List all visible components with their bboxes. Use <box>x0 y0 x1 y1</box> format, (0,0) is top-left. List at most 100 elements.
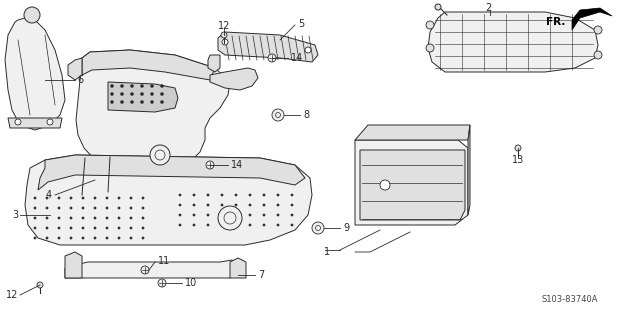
Circle shape <box>82 207 84 209</box>
Circle shape <box>193 224 195 226</box>
Circle shape <box>150 145 170 165</box>
Circle shape <box>235 224 237 226</box>
Polygon shape <box>468 125 470 215</box>
Text: 5: 5 <box>298 19 304 29</box>
Circle shape <box>70 217 72 219</box>
Circle shape <box>118 217 120 219</box>
Circle shape <box>70 207 72 209</box>
Circle shape <box>46 237 48 239</box>
Circle shape <box>207 224 209 226</box>
Text: 3: 3 <box>12 210 18 220</box>
Circle shape <box>263 224 265 226</box>
Circle shape <box>106 217 108 219</box>
Polygon shape <box>355 140 468 225</box>
Text: 14: 14 <box>231 160 243 170</box>
Circle shape <box>268 54 276 62</box>
Circle shape <box>221 224 223 226</box>
Text: 12: 12 <box>6 290 18 300</box>
Polygon shape <box>82 50 215 80</box>
Text: 10: 10 <box>185 278 197 288</box>
Circle shape <box>106 197 108 199</box>
Circle shape <box>58 237 60 239</box>
Circle shape <box>24 7 40 23</box>
Circle shape <box>106 207 108 209</box>
Circle shape <box>193 204 195 206</box>
Circle shape <box>82 197 84 199</box>
Polygon shape <box>76 50 230 175</box>
Circle shape <box>46 217 48 219</box>
Circle shape <box>277 224 279 226</box>
Circle shape <box>70 227 72 229</box>
Circle shape <box>222 39 228 45</box>
Text: 4: 4 <box>46 190 52 200</box>
Circle shape <box>130 197 132 199</box>
Circle shape <box>291 224 293 226</box>
Circle shape <box>179 224 181 226</box>
Circle shape <box>221 204 223 206</box>
Circle shape <box>34 207 36 209</box>
Circle shape <box>380 180 390 190</box>
Polygon shape <box>210 68 258 90</box>
Circle shape <box>312 222 324 234</box>
Circle shape <box>291 194 293 196</box>
Circle shape <box>131 93 134 95</box>
Circle shape <box>94 237 96 239</box>
Polygon shape <box>8 118 62 128</box>
Polygon shape <box>572 8 612 30</box>
Text: 2: 2 <box>485 3 491 13</box>
Text: 1: 1 <box>324 247 330 257</box>
Circle shape <box>193 214 195 216</box>
Circle shape <box>47 119 53 125</box>
Circle shape <box>263 204 265 206</box>
Circle shape <box>46 207 48 209</box>
Circle shape <box>94 207 96 209</box>
Text: 9: 9 <box>343 223 349 233</box>
Polygon shape <box>230 258 246 278</box>
Circle shape <box>58 217 60 219</box>
Polygon shape <box>355 125 470 140</box>
Text: S103-83740A: S103-83740A <box>541 295 598 305</box>
Circle shape <box>426 44 434 52</box>
Polygon shape <box>38 155 305 190</box>
Circle shape <box>263 214 265 216</box>
Polygon shape <box>428 12 598 72</box>
Circle shape <box>206 161 214 169</box>
Polygon shape <box>108 82 178 112</box>
Circle shape <box>34 197 36 199</box>
Polygon shape <box>65 252 82 278</box>
Circle shape <box>435 4 441 10</box>
Circle shape <box>207 214 209 216</box>
Circle shape <box>161 93 163 95</box>
Circle shape <box>249 224 251 226</box>
Circle shape <box>131 85 134 87</box>
Polygon shape <box>360 150 465 220</box>
Circle shape <box>70 197 72 199</box>
Circle shape <box>249 194 251 196</box>
Text: 11: 11 <box>158 256 170 266</box>
Circle shape <box>291 214 293 216</box>
Circle shape <box>142 227 144 229</box>
Circle shape <box>150 85 154 87</box>
Circle shape <box>118 197 120 199</box>
Circle shape <box>46 197 48 199</box>
Circle shape <box>70 237 72 239</box>
Circle shape <box>426 21 434 29</box>
Circle shape <box>111 93 113 95</box>
Circle shape <box>515 145 521 151</box>
Circle shape <box>94 217 96 219</box>
Circle shape <box>161 100 163 103</box>
Text: 13: 13 <box>512 155 524 165</box>
Circle shape <box>594 51 602 59</box>
Circle shape <box>130 237 132 239</box>
Text: 12: 12 <box>218 21 230 31</box>
Circle shape <box>82 237 84 239</box>
Circle shape <box>193 194 195 196</box>
Circle shape <box>277 194 279 196</box>
Circle shape <box>218 206 242 230</box>
Circle shape <box>594 26 602 34</box>
Circle shape <box>272 109 284 121</box>
Circle shape <box>179 194 181 196</box>
Circle shape <box>118 237 120 239</box>
Circle shape <box>207 204 209 206</box>
Polygon shape <box>65 260 238 278</box>
